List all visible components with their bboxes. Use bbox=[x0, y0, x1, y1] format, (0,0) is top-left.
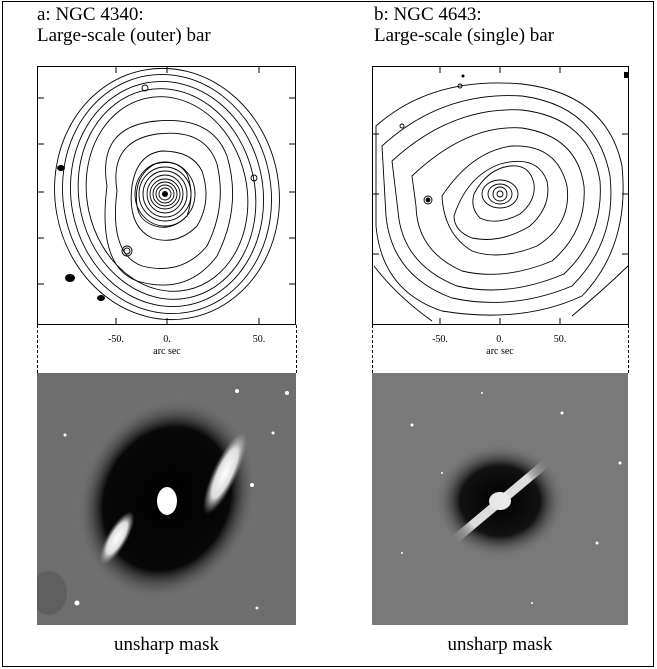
panel-a-stars bbox=[57, 165, 168, 301]
panel-a-unsharp-mask-image bbox=[37, 373, 296, 625]
panel-a-dash-right bbox=[296, 325, 297, 373]
panel-a-ticks bbox=[38, 67, 295, 324]
panel-a-xtick-0: 0. bbox=[163, 334, 171, 345]
panel-b-caption: unsharp mask bbox=[447, 634, 553, 655]
panel-b-plot-frame bbox=[372, 66, 629, 325]
panel-b-contours bbox=[373, 82, 629, 322]
panel-b-ticks bbox=[373, 67, 628, 324]
panel-a-contour-plot: -50. 0. 50. arc sec bbox=[37, 66, 296, 357]
panel-b-dash-right bbox=[628, 325, 629, 373]
panel-a-xlabel: arc sec bbox=[153, 346, 181, 357]
panel-a-xtick-neg50: -50. bbox=[108, 334, 124, 345]
panel-b-dash-left bbox=[372, 325, 373, 373]
panel-b-unsharp-mask-image bbox=[372, 373, 628, 625]
panel-b-xtick-neg50: -50. bbox=[432, 334, 448, 345]
panel-b-subtitle: Large-scale (single) bar bbox=[374, 25, 555, 46]
panel-a-subtitle: Large-scale (outer) bar bbox=[37, 25, 211, 46]
panel-a-title: a: NGC 4340: bbox=[37, 4, 144, 25]
panel-a-caption: unsharp mask bbox=[113, 634, 219, 655]
panel-b-xtick-0: 0. bbox=[496, 334, 504, 345]
panel-a-dash-left bbox=[37, 325, 38, 373]
panel-b-title: b: NGC 4643: bbox=[374, 4, 482, 25]
panel-b-contour-plot: -50. 0. 50. arc sec bbox=[372, 66, 629, 357]
panel-b-stars bbox=[426, 72, 628, 202]
panel-b-xlabel: arc sec bbox=[486, 346, 514, 357]
panel-a-contours bbox=[54, 67, 280, 321]
panel-a-xtick-50: 50. bbox=[253, 334, 266, 345]
panel-b-xtick-50: 50. bbox=[554, 334, 567, 345]
